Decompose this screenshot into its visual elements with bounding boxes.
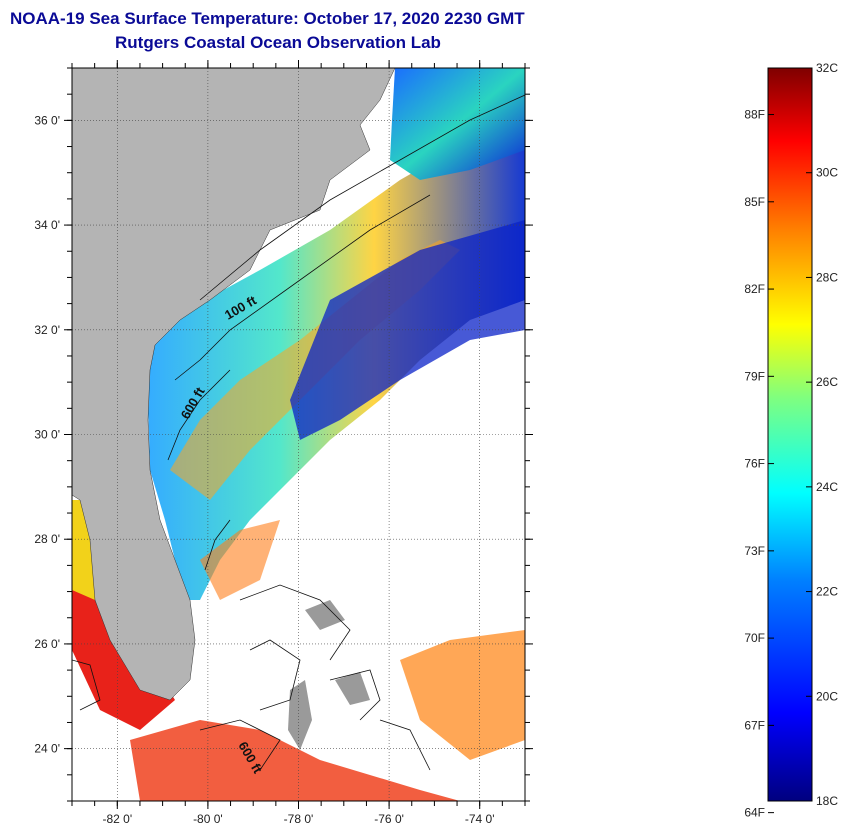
colorbar-label-celsius: 30C [816,166,838,180]
axis-labels: -82 0' -80 0' -78 0' -76 0' -74 0' 36 0' 34 0'… [34,113,494,826]
colorbar-label-fahrenheit: 64F [744,806,765,820]
land-us-coast [72,68,396,701]
colorbar-ticks [768,67,812,814]
colorbar-label-celsius: 28C [816,270,838,284]
colorbar-label-fahrenheit: 82F [744,282,765,296]
lon-tick-label: -74 0' [465,812,495,826]
lon-tick-label: -78 0' [284,812,314,826]
lat-tick-label: 34 0' [34,218,60,232]
colorbar-label-celsius: 24C [816,480,838,494]
colorbar-label-celsius: 22C [816,585,838,599]
lat-tick-label: 36 0' [34,113,60,127]
colorbar [767,67,813,802]
sst-deep-blue [290,220,525,440]
lon-tick-label: -82 0' [102,812,132,826]
sst-east-band [200,520,280,600]
land-bahamas-north [305,600,345,630]
colorbar-label-fahrenheit: 67F [744,718,765,732]
bathymetry-contours [72,94,525,771]
title-line-2: Rutgers Coastal Ocean Observation Lab [115,33,441,52]
lat-tick-label: 24 0' [34,742,60,756]
lon-tick-label: -80 0' [193,812,223,826]
map-plot-area: 100 ft 600 ft 600 ft [72,68,525,801]
lat-tick-label: 30 0' [34,428,60,442]
colorbar-label-celsius: 26C [816,375,838,389]
land-bahamas-east [335,672,370,705]
map-grid [72,68,525,801]
colorbar-label-celsius: 32C [816,61,838,75]
colorbar-label-fahrenheit: 79F [744,369,765,383]
land-bahamas-andros [288,680,312,750]
lat-tick-label: 32 0' [34,323,60,337]
colorbar-label-celsius: 18C [816,794,838,808]
lon-tick-label: -76 0' [374,812,404,826]
lat-tick-label: 26 0' [34,637,60,651]
colorbar-label-celsius: 20C [816,689,838,703]
colorbar-label-fahrenheit: 76F [744,457,765,471]
colorbar-label-fahrenheit: 70F [744,631,765,645]
colorbar-label-fahrenheit: 73F [744,544,765,558]
colorbar-labels: 32C 30C 28C 26C 24C 22C 20C 18C 88F 85F 82F 79F 76F 7… [744,61,838,820]
sst-southeast-patch [400,630,525,760]
lat-tick-label: 28 0' [34,532,60,546]
title-line-1: NOAA-19 Sea Surface Temperature: October… [10,9,525,28]
axis-ticks [64,60,533,809]
sst-swath-north [390,68,525,180]
colorbar-label-fahrenheit: 85F [744,195,765,209]
sst-bahamas-south [130,720,460,801]
colorbar-label-fahrenheit: 88F [744,108,765,122]
